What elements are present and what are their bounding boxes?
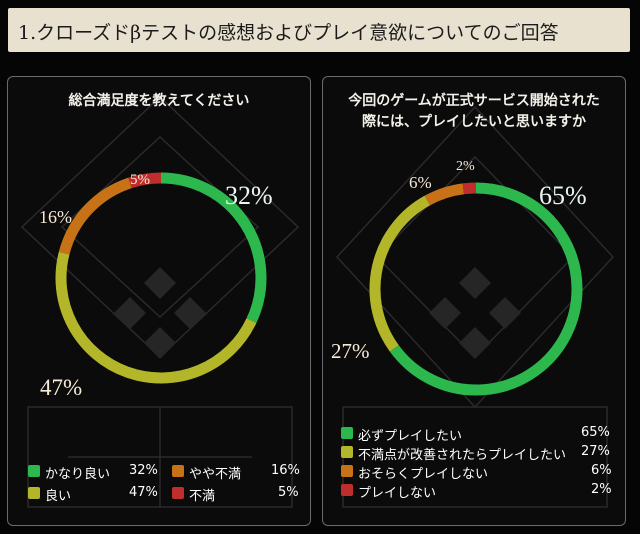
legend-swatch [341,446,353,458]
donut-slice-2 [424,183,465,206]
donut-slice-3 [128,172,162,189]
section-header: 1.クローズドβテストの感想およびプレイ意欲についてのご回答 [8,8,630,52]
legend-label: 不満点が改善されたらプレイしたい [358,448,567,463]
legend-value: 65% [581,425,610,440]
donut-slice-2 [58,177,132,255]
slice-label-play-if-improved: 27% [331,339,370,363]
chart-title-line-2: 際には、プレイしたいと思いますか [362,114,586,130]
donut-slice-1 [369,195,431,352]
slice-label-probably-not: 6% [409,173,432,192]
satisfaction-chart-panel: 総合満足度を教えてください 32% 47% 16% 5% かなり良い 32% や… [7,76,311,526]
play-intent-chart-panel: 今回のゲームが正式サービス開始された 際には、プレイしたいと思いますか 65% … [322,76,626,526]
slice-label-good: 47% [40,375,83,400]
legend-label: 良い [45,489,72,504]
legend-swatch [341,484,353,496]
legend-value: 2% [591,482,612,497]
legend-label: おそらくプレイしない [358,467,489,482]
legend-swatch [28,487,40,499]
slice-label-will-not-play: 2% [456,159,475,174]
legend-value: 16% [271,463,300,478]
legend-swatch [341,465,353,477]
slice-label-definitely-play: 65% [539,181,587,210]
donut-slice-0 [160,172,267,323]
slice-label-very-good: 32% [225,181,273,210]
legend-value: 6% [591,463,612,478]
legend-value: 47% [129,485,158,500]
legend-label: やや不満 [189,467,242,482]
donut-chart [55,172,267,384]
donut-slice-3 [462,182,477,195]
legend-label: プレイしない [358,486,437,501]
slice-label-somewhat-unsatisfied: 16% [39,207,72,227]
legend-swatch [28,465,40,477]
chart-title: 総合満足度を教えてください [68,93,250,109]
legend-swatch [172,487,184,499]
donut-slice-0 [389,182,583,396]
legend-label: かなり良い [45,467,111,482]
legend-swatch [172,465,184,477]
donut-chart [369,182,583,396]
legend-value: 27% [581,444,610,459]
legend-label: 不満 [189,489,216,504]
legend-value: 5% [278,485,299,500]
donut-slice-1 [55,251,257,384]
legend-label: 必ずプレイしたい [358,429,463,444]
slice-label-unsatisfied: 5% [130,172,150,188]
legend-swatch [341,427,353,439]
legend-value: 32% [129,463,158,478]
chart-title: 今回のゲームが正式サービス開始された 際には、プレイしたいと思いますか [323,91,625,133]
section-title: 1.クローズドβテストの感想およびプレイ意欲についてのご回答 [18,22,559,44]
chart-title-line-1: 今回のゲームが正式サービス開始された [348,93,600,109]
